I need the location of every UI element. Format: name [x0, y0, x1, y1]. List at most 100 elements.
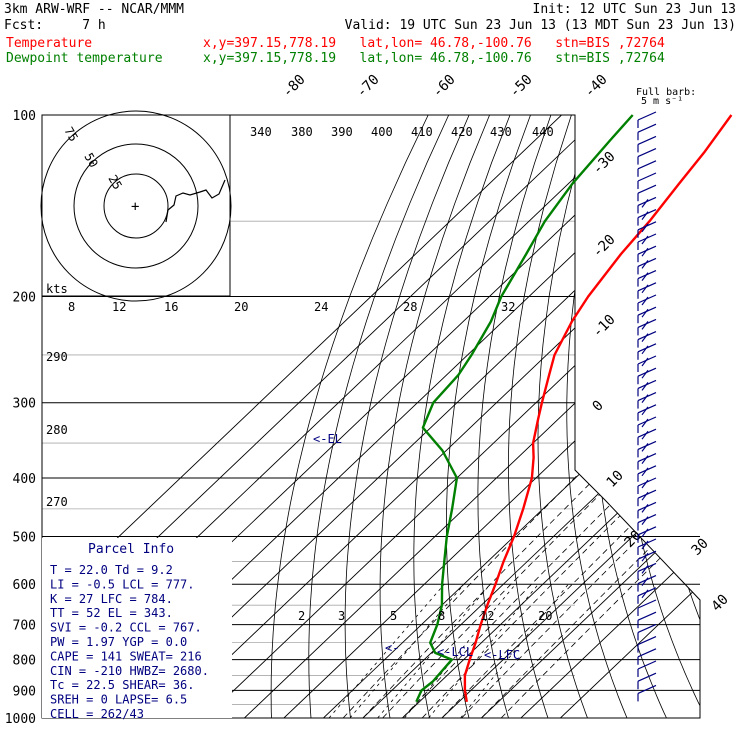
moist-adiabat [461, 296, 700, 718]
dry-adiabat [621, 115, 700, 718]
isotherm-line [481, 115, 700, 718]
wind-barb [637, 501, 657, 519]
temp-legend-info: x,y=397.15,778.19 lat,lon= 46.78,-100.76… [203, 36, 665, 51]
dry-adiabat [308, 115, 450, 718]
dry-adiabat [445, 115, 531, 718]
wind-barb [637, 672, 657, 690]
theta-e-label: 420 [451, 125, 473, 139]
speed-tick-label: 16 [164, 300, 178, 314]
wind-barb [637, 440, 657, 458]
pressure-label-900: 900 [13, 684, 36, 699]
wind-barb [637, 477, 657, 494]
isotherm-line [441, 115, 700, 718]
hodograph-ring [73, 143, 199, 269]
mixing-ratio-label: 12 [480, 609, 494, 623]
hodograph-ring [103, 173, 169, 239]
wind-barb [637, 245, 657, 263]
theta-e-label: 400 [371, 125, 393, 139]
moist-adiabat [441, 296, 700, 718]
wind-barb [637, 660, 657, 677]
pressure-label-700: 700 [13, 619, 36, 634]
wind-barb [637, 538, 657, 555]
dry-adiabat [673, 115, 700, 718]
wind-barb [637, 416, 657, 433]
hodograph-ring-label: 25 [105, 173, 124, 193]
isotherm-label: -60 [430, 72, 459, 101]
moist-adiabat [500, 296, 700, 718]
isotherm-label: -80 [280, 72, 309, 101]
parcel-row: PW = 1.97 YGP = 0.0 [50, 635, 187, 649]
valid-time: Valid: 19 UTC Sun 23 Jun 13 (13 MDT Sun … [344, 18, 736, 33]
wind-barb [637, 306, 657, 324]
mixing-ratio-line [328, 583, 445, 718]
isotherm-line [323, 115, 700, 718]
temperature-profile [463, 114, 733, 702]
theta-label: 290 [46, 350, 68, 364]
wind-barb [637, 111, 657, 128]
theta-e-label: 340 [250, 125, 272, 139]
speed-tick-label: 8 [68, 300, 75, 314]
isotherm-label: 10 [604, 468, 627, 491]
wind-barb [637, 379, 657, 397]
dew-legend-label: Dewpoint temperature [6, 51, 163, 66]
theta-label: 270 [46, 495, 68, 509]
el-label: <-EL [313, 432, 342, 446]
dry-adiabat [537, 115, 593, 718]
profiles [415, 114, 733, 703]
wind-barbs: Full barb:5 m s⁻¹ [636, 87, 696, 702]
dry-adiabat [566, 115, 628, 718]
wind-barb [637, 331, 657, 348]
wind-barb [637, 599, 657, 616]
dry-adiabat [723, 115, 740, 718]
isotherm-line [42, 115, 562, 718]
isotherm-line [283, 115, 700, 718]
hodograph-frame [41, 114, 231, 297]
theta-e-label: 410 [411, 125, 433, 139]
wind-barb [637, 257, 657, 275]
isotherm-label: -30 [590, 149, 619, 178]
wind-barb [637, 684, 657, 702]
isotherm-label: -50 [507, 72, 536, 101]
dry-adiabat [270, 115, 429, 718]
wind-barb [637, 465, 657, 482]
parcel-row: CIN = -210 HWBZ= 2680. [50, 664, 209, 678]
wind-barb [637, 282, 657, 299]
dry-adiabat [379, 115, 490, 718]
wind-barb [637, 135, 657, 153]
isotherm-label: -20 [590, 232, 619, 261]
isotherm-line [520, 115, 700, 718]
wind-barb [637, 611, 657, 629]
parcel-row: CELL = 262/43 [50, 707, 144, 721]
speed-tick-label: 24 [314, 300, 328, 314]
dry-adiabat [344, 115, 470, 718]
dry-adiabat [413, 115, 511, 718]
wind-barb [637, 453, 657, 470]
wind-barb [637, 294, 657, 311]
mixing-ratio-label: 3 [338, 609, 345, 623]
isotherm-label: 40 [709, 592, 732, 615]
hodograph-ring [40, 110, 232, 302]
isotherm-label: 0 [590, 398, 607, 415]
wind-barb [637, 221, 657, 238]
theta-e-label: 390 [331, 125, 353, 139]
wind-barb [637, 428, 657, 446]
isotherm-line [204, 115, 700, 718]
temp-legend-label: Temperature [6, 36, 93, 51]
theta-e-label: 430 [490, 125, 512, 139]
dry-adiabat [508, 115, 572, 718]
parcel-title: Parcel Info [88, 542, 174, 557]
isotherm-line [362, 115, 700, 718]
wind-barb [637, 318, 657, 336]
wind-barb [637, 355, 657, 372]
wind-barb [637, 184, 657, 202]
pressure-label-600: 600 [13, 578, 36, 593]
mixing-ratio-label: 5 [390, 609, 397, 623]
dewpoint-profile [415, 114, 634, 703]
mixing-ratio-line [377, 583, 491, 718]
forecast-hour: Fcst: 7 h [4, 18, 106, 33]
wind-barb [637, 526, 657, 543]
barb-legend-line1: Full barb: [636, 87, 696, 98]
wind-barb [637, 196, 657, 214]
